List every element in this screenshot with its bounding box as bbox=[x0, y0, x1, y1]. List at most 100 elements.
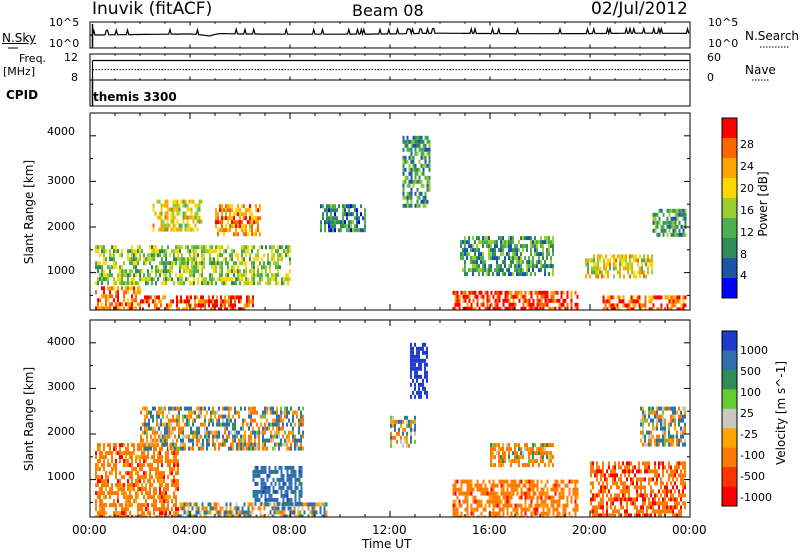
velocity-cell bbox=[154, 430, 156, 435]
velocity-cell bbox=[171, 471, 173, 476]
velocity-cell bbox=[662, 442, 664, 447]
velocity-cell bbox=[115, 507, 117, 512]
power-cell bbox=[113, 277, 115, 282]
velocity-cell bbox=[606, 485, 608, 490]
power-cell bbox=[548, 264, 550, 269]
velocity-cell bbox=[494, 483, 497, 488]
velocity-cell bbox=[628, 513, 630, 517]
velocity-cell bbox=[490, 455, 492, 460]
power-cell bbox=[512, 302, 515, 307]
power-cell bbox=[591, 258, 593, 263]
power-cell bbox=[593, 262, 595, 267]
power-cell bbox=[161, 281, 163, 286]
power-cell bbox=[249, 257, 251, 262]
velocity-cell bbox=[226, 438, 228, 443]
power-cell bbox=[129, 257, 131, 262]
power-cell bbox=[468, 240, 470, 245]
velocity-cell bbox=[255, 514, 258, 517]
power-cell bbox=[670, 216, 673, 221]
velocity-cell bbox=[406, 443, 408, 448]
power-cell bbox=[452, 306, 455, 310]
velocity-cell bbox=[282, 481, 285, 486]
velocity-cell bbox=[676, 513, 678, 517]
power-cell bbox=[530, 252, 532, 257]
power-cell bbox=[651, 266, 653, 271]
velocity-cell bbox=[159, 475, 161, 480]
power-cell bbox=[680, 232, 683, 237]
power-cell bbox=[552, 240, 554, 245]
power-cell bbox=[348, 220, 350, 225]
power-cell bbox=[196, 211, 199, 216]
velocity-cell bbox=[264, 465, 267, 470]
power-cell bbox=[121, 253, 123, 258]
velocity-cell bbox=[163, 475, 165, 480]
power-cell bbox=[674, 232, 677, 237]
power-cell bbox=[245, 216, 247, 221]
velocity-cell bbox=[290, 485, 293, 490]
velocity-cell bbox=[167, 495, 169, 500]
velocity-cell bbox=[139, 475, 141, 480]
velocity-cell bbox=[174, 426, 176, 431]
velocity-cell bbox=[558, 495, 561, 500]
power-cell bbox=[208, 295, 210, 300]
power-cell bbox=[229, 212, 231, 217]
power-cell bbox=[279, 265, 281, 270]
velocity-cell bbox=[274, 489, 277, 494]
power-cell bbox=[190, 199, 193, 204]
power-cell bbox=[174, 227, 177, 232]
power-cell bbox=[464, 264, 466, 269]
power-cell bbox=[672, 295, 675, 300]
velocity-cell bbox=[167, 503, 169, 508]
velocity-cell bbox=[225, 502, 228, 507]
velocity-cell bbox=[242, 426, 244, 431]
power-cell bbox=[406, 199, 409, 204]
power-cell bbox=[540, 302, 543, 307]
power-cell bbox=[468, 306, 471, 310]
velocity-cell bbox=[145, 507, 147, 512]
velocity-cell bbox=[602, 505, 604, 510]
power-cell bbox=[279, 253, 281, 258]
power-cell bbox=[243, 281, 245, 286]
velocity-cell bbox=[556, 479, 559, 484]
velocity-cell bbox=[492, 515, 495, 517]
power-cell bbox=[161, 245, 163, 250]
power-cell bbox=[522, 268, 524, 273]
power-cell bbox=[174, 215, 177, 220]
velocity-cell bbox=[262, 446, 264, 451]
power-cell bbox=[219, 228, 221, 233]
power-cell bbox=[647, 258, 649, 263]
velocity-cell bbox=[113, 491, 115, 496]
velocity-cell bbox=[592, 461, 594, 466]
velocity-cell bbox=[171, 479, 173, 484]
power-cell bbox=[662, 212, 665, 217]
velocity-cell bbox=[226, 418, 228, 423]
power-cell bbox=[544, 298, 547, 303]
velocity-cell bbox=[592, 493, 594, 498]
power-cell bbox=[183, 281, 185, 286]
power-cell bbox=[518, 240, 520, 245]
power-cell bbox=[179, 281, 181, 286]
velocity-cell bbox=[131, 443, 133, 448]
nsky-line bbox=[90, 26, 690, 37]
velocity-cell bbox=[648, 461, 650, 466]
velocity-cell bbox=[105, 451, 107, 456]
velocity-cell bbox=[536, 511, 539, 516]
velocity-cell bbox=[680, 477, 682, 482]
velocity-cell bbox=[298, 477, 301, 482]
velocity-cell bbox=[212, 406, 214, 411]
velocity-cell bbox=[596, 505, 598, 510]
velocity-cell bbox=[412, 362, 414, 367]
velocity-cell bbox=[390, 415, 392, 420]
velocity-cell bbox=[216, 430, 218, 435]
power-cell bbox=[95, 245, 97, 250]
velocity-cell bbox=[644, 485, 646, 490]
power-cell bbox=[410, 167, 413, 172]
power-cell bbox=[516, 268, 518, 273]
velocity-cell bbox=[244, 418, 246, 423]
velocity-cell bbox=[656, 509, 658, 514]
power-cell bbox=[490, 302, 493, 307]
velocity-cell bbox=[167, 459, 169, 464]
power-cell bbox=[222, 303, 224, 308]
power-cell bbox=[486, 306, 489, 310]
power-cell bbox=[601, 274, 603, 279]
